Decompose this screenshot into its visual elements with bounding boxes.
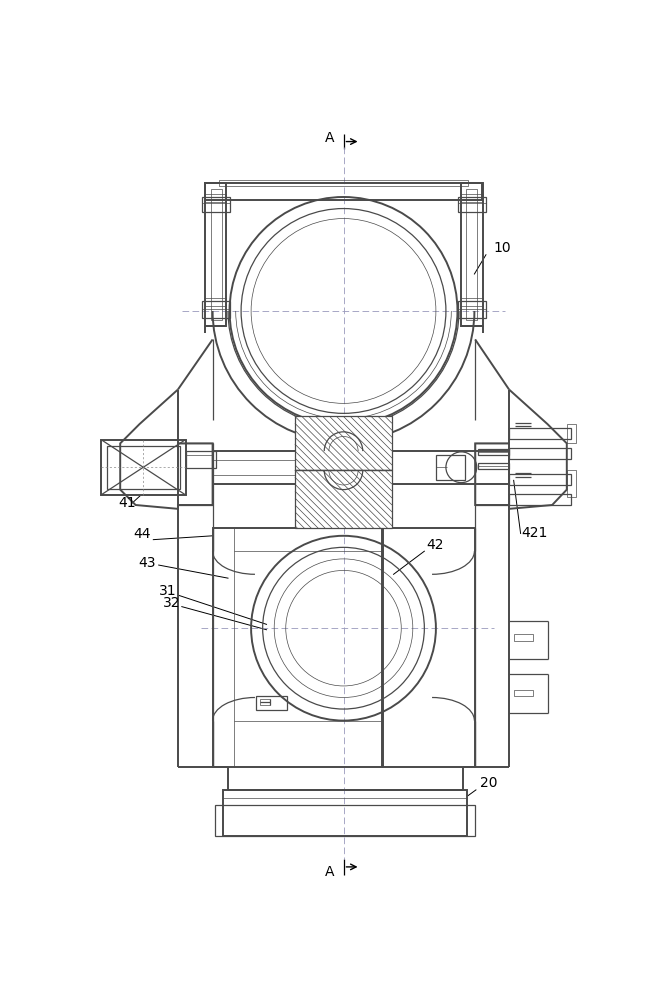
Text: 20: 20 bbox=[480, 776, 497, 790]
Bar bbox=[462, 298, 483, 306]
Bar bbox=[205, 194, 227, 202]
Text: 42: 42 bbox=[427, 538, 444, 552]
Bar bbox=[514, 634, 533, 641]
Text: 421: 421 bbox=[521, 526, 548, 540]
Bar bbox=[478, 463, 509, 469]
Bar bbox=[202, 301, 229, 318]
Bar bbox=[205, 183, 482, 200]
Text: 44: 44 bbox=[134, 527, 151, 541]
Bar bbox=[509, 494, 570, 505]
Bar bbox=[215, 805, 475, 836]
Bar bbox=[466, 189, 476, 320]
Bar bbox=[462, 194, 483, 202]
Bar bbox=[382, 528, 475, 767]
Bar bbox=[436, 455, 465, 480]
Text: 41: 41 bbox=[118, 496, 136, 510]
Bar bbox=[205, 183, 227, 326]
Text: 10: 10 bbox=[494, 241, 511, 255]
Bar bbox=[509, 428, 570, 439]
Bar bbox=[211, 189, 222, 320]
Bar bbox=[458, 197, 486, 212]
Bar bbox=[462, 183, 483, 326]
Text: 32: 32 bbox=[162, 596, 180, 610]
Bar bbox=[260, 699, 270, 705]
Bar bbox=[256, 696, 287, 710]
Bar bbox=[478, 449, 509, 455]
Text: A: A bbox=[325, 131, 334, 145]
Bar bbox=[567, 424, 576, 443]
Bar bbox=[509, 474, 570, 485]
Text: 31: 31 bbox=[159, 584, 176, 598]
Bar bbox=[186, 451, 217, 468]
Text: A: A bbox=[325, 865, 334, 879]
Text: 43: 43 bbox=[138, 556, 156, 570]
Bar bbox=[223, 790, 468, 836]
Bar bbox=[213, 528, 382, 767]
Bar bbox=[295, 470, 392, 528]
Bar bbox=[202, 197, 229, 212]
Bar bbox=[509, 448, 570, 459]
Bar bbox=[458, 301, 486, 318]
Bar bbox=[567, 470, 576, 497]
Bar bbox=[386, 451, 509, 484]
Bar bbox=[101, 440, 186, 495]
Bar bbox=[219, 180, 468, 186]
Bar bbox=[205, 298, 227, 306]
Bar bbox=[213, 451, 382, 484]
Bar bbox=[107, 446, 180, 489]
Bar bbox=[295, 416, 392, 470]
Bar bbox=[514, 690, 533, 696]
